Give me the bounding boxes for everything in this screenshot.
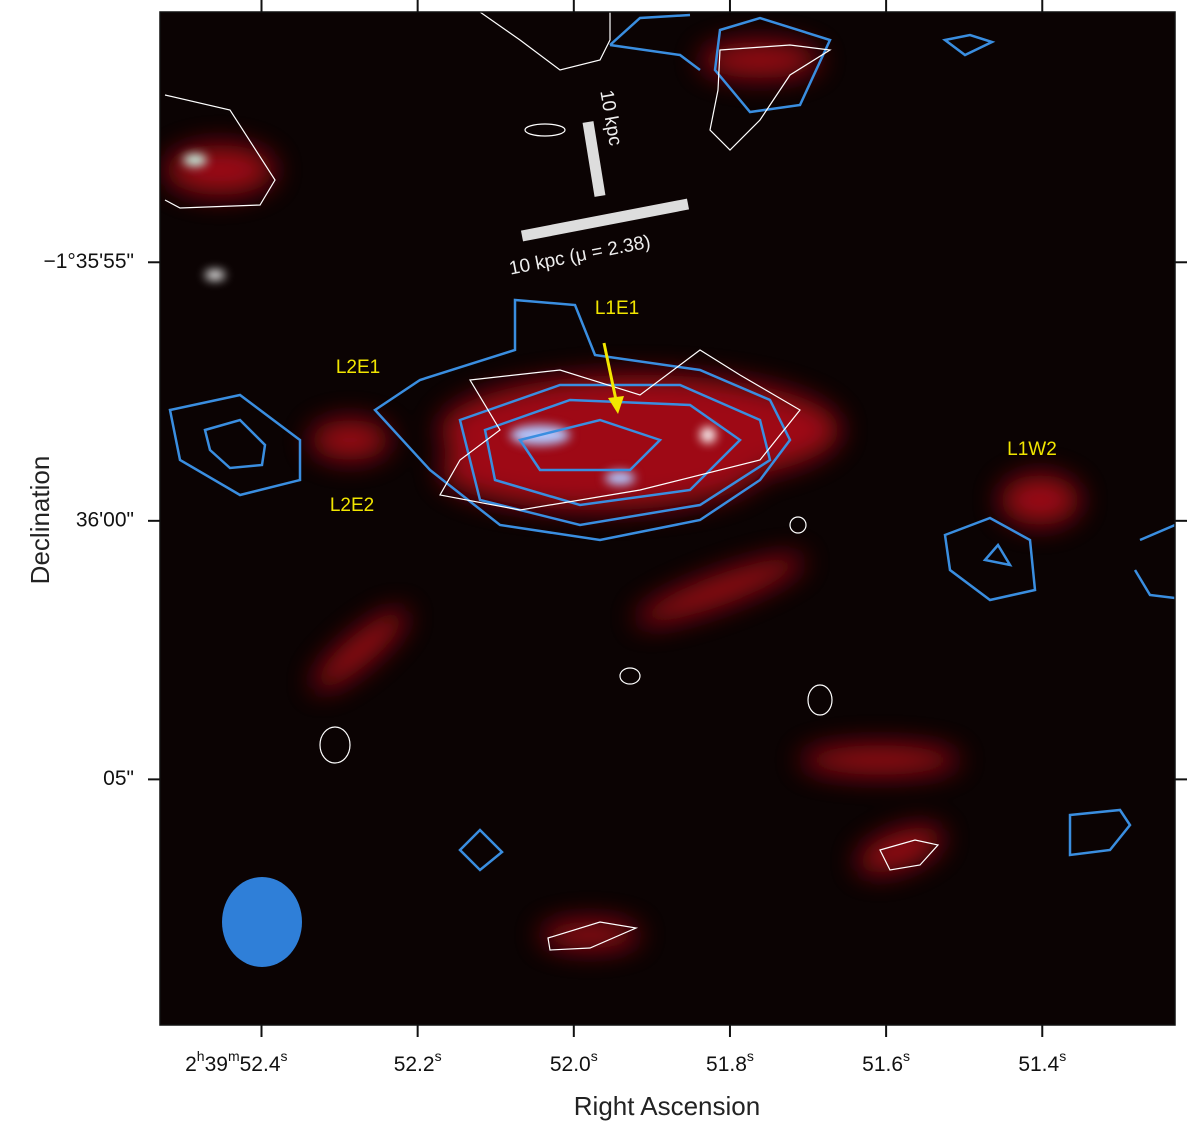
annotation: L1W2 bbox=[1007, 439, 1057, 460]
annotation: L1E1 bbox=[595, 298, 639, 319]
x-tick-label: 52.0s bbox=[550, 1048, 598, 1076]
y-axis-label: Declination bbox=[25, 456, 55, 585]
x-tick-label: 51.8s bbox=[706, 1048, 754, 1076]
x-tick-label: 2h39m52.4s bbox=[185, 1048, 287, 1076]
plot-frame bbox=[159, 11, 1176, 1026]
beam bbox=[222, 877, 302, 967]
x-tick-label: 51.6s bbox=[862, 1048, 910, 1076]
arrow-head bbox=[608, 396, 624, 414]
x-tick-label: 51.4s bbox=[1018, 1048, 1066, 1076]
arrow bbox=[602, 342, 618, 401]
scale-bar bbox=[520, 198, 690, 242]
sky-image bbox=[160, 12, 1175, 1025]
y-tick-label: −1°35'55" bbox=[43, 250, 134, 273]
scale-bar bbox=[582, 121, 606, 197]
annotation: L2E2 bbox=[330, 495, 374, 516]
y-tick-label: 05" bbox=[103, 767, 134, 790]
annotation: L2E1 bbox=[336, 357, 380, 378]
x-tick-label: 52.2s bbox=[394, 1048, 442, 1076]
x-axis-label: Right Ascension bbox=[574, 1091, 760, 1121]
y-tick-label: 36'00" bbox=[76, 508, 134, 531]
